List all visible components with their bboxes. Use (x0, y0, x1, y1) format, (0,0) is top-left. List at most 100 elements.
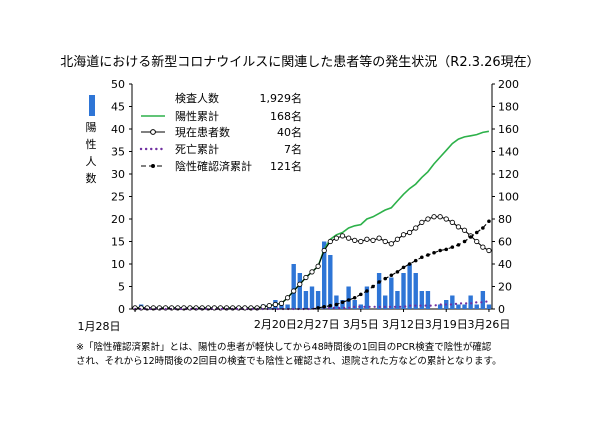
line-point (352, 237, 358, 243)
line-point (438, 248, 442, 253)
y-left-tick-label: 50 (111, 78, 125, 91)
line-point (370, 237, 376, 243)
line-point (456, 243, 461, 247)
legend-value: 40名 (277, 125, 302, 139)
line-point (437, 214, 443, 220)
line-point (346, 235, 352, 241)
bar (480, 291, 486, 309)
line-point (420, 255, 424, 260)
y-axis-label-char: 人 (86, 155, 97, 168)
bar (285, 304, 290, 309)
line-point (359, 292, 363, 297)
bar (279, 304, 284, 309)
line-point (444, 247, 449, 252)
bar (450, 295, 455, 309)
line-point (309, 269, 315, 275)
y-right-tick-label: 120 (498, 168, 519, 181)
bar (383, 295, 388, 309)
y-left-tick-label: 10 (111, 258, 125, 271)
line-point (407, 229, 413, 236)
y-left-tick-label: 30 (111, 168, 125, 181)
x-tick-label: 2月20日 (254, 318, 297, 331)
bar (456, 304, 461, 309)
series-line (134, 300, 490, 311)
bar (389, 277, 394, 309)
line-point (432, 250, 436, 255)
y-right-tick-label: 180 (498, 101, 519, 114)
line-point (487, 219, 491, 224)
footnote-line-2: され、それから12時間後の2回目の検査でも陰性と確認され、退院された方などの累計… (76, 355, 502, 367)
y-axis-label-char: 陽 (86, 121, 97, 134)
line-point (407, 262, 412, 266)
y-left-tick-label: 20 (111, 213, 125, 226)
line-point (272, 301, 278, 308)
line-point (327, 238, 333, 245)
line-point (449, 219, 455, 225)
bar (303, 291, 309, 309)
y-right-tick-label: 140 (498, 146, 519, 159)
line-point (461, 227, 468, 233)
bar (437, 304, 443, 309)
x-tick-label: 3月19日 (425, 318, 468, 331)
y-left-tick-label: 35 (111, 146, 125, 159)
line-point (382, 238, 388, 245)
right-axis-ticks: 0 20 40 60 80 100 120 140 160 180 200 (492, 78, 519, 316)
line-point (486, 247, 492, 254)
bar-series (138, 241, 492, 309)
legend-value: 168名 (270, 109, 302, 123)
legend-label: 現在患者数 (175, 126, 230, 139)
x-tick-label: 2月27日 (297, 318, 340, 331)
bar (462, 304, 467, 309)
line-point (474, 238, 480, 245)
legend-value: 121名 (270, 159, 302, 173)
line-point (425, 216, 431, 222)
y-left-tick-label: 15 (111, 236, 125, 249)
bar (468, 295, 473, 309)
line-point (419, 219, 425, 225)
bar (297, 273, 302, 309)
left-axis-ticks: 0 5 10 15 20 25 30 35 40 45 50 (111, 78, 132, 316)
line-point (455, 224, 462, 230)
line-point (278, 300, 285, 306)
y-axis-label-char: 数 (86, 172, 97, 185)
line-point (352, 295, 357, 300)
legend-value: 7名 (284, 142, 302, 156)
bar (413, 273, 418, 309)
line-point (413, 258, 418, 263)
bar (346, 286, 351, 309)
line-point (334, 302, 339, 307)
line-point (266, 303, 272, 309)
bar (309, 286, 315, 309)
bar (425, 291, 431, 309)
bar (322, 241, 327, 309)
legend-label: 検査人数 (175, 91, 219, 105)
line-point (376, 235, 382, 241)
line-point (389, 273, 394, 278)
line-point (388, 241, 394, 247)
line-point (291, 288, 297, 294)
line-point (284, 295, 291, 301)
y-right-tick-label: 60 (498, 236, 512, 249)
bar (340, 300, 345, 309)
y-left-tick-label: 5 (118, 281, 125, 294)
bar (334, 295, 339, 309)
line-point (401, 265, 406, 270)
y-left-tick-label: 40 (111, 123, 125, 136)
bar (474, 304, 479, 309)
line-point (377, 280, 381, 284)
line-point (315, 263, 321, 269)
line-series (132, 130, 492, 311)
bar (376, 273, 382, 309)
line-point (413, 225, 419, 231)
line-point (474, 230, 479, 235)
bar (352, 300, 357, 309)
y-left-tick-label: 25 (111, 191, 125, 204)
line-point (462, 239, 467, 244)
line-point (316, 306, 320, 310)
line-point (365, 289, 369, 293)
y-right-tick-label: 100 (498, 191, 519, 204)
line-point (450, 245, 455, 249)
line-point (481, 226, 485, 230)
